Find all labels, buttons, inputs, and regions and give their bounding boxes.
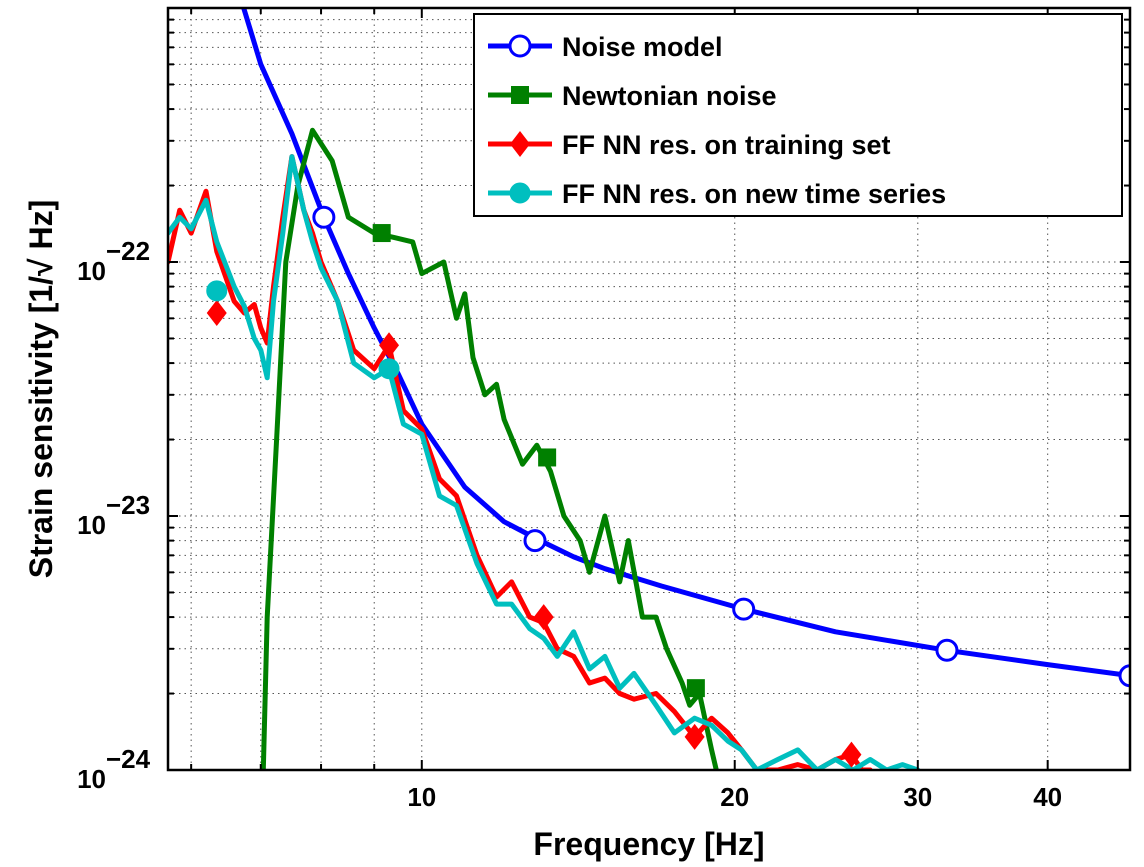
- legend-label: Noise model: [562, 32, 723, 62]
- data-point: [732, 597, 756, 621]
- data-point: [372, 224, 391, 243]
- legend-label: FF NN res. on training set: [562, 130, 891, 160]
- data-point: [206, 299, 227, 326]
- legend-label: FF NN res. on new time series: [562, 179, 946, 209]
- y-tick-label: 10: [77, 510, 106, 540]
- data-point: [841, 741, 862, 768]
- y-axis-label: Strain sensitivity [1/√ Hz]: [23, 200, 59, 579]
- legend-label: Newtonian noise: [562, 81, 777, 111]
- x-tick-label: 30: [903, 782, 932, 812]
- x-tick-label: 40: [1033, 782, 1062, 812]
- data-point: [684, 723, 705, 750]
- series-line: [168, 154, 921, 770]
- marker-layer: [206, 205, 1130, 768]
- x-tick-label: 10: [407, 782, 436, 812]
- y-tick-label-exponent: −23: [106, 490, 150, 520]
- data-point: [378, 358, 400, 380]
- x-axis-label: Frequency [Hz]: [533, 826, 764, 862]
- series-line: [260, 127, 719, 770]
- data-point: [206, 280, 228, 302]
- data-point: [1118, 664, 1130, 688]
- y-tick-label: 10: [77, 764, 106, 794]
- y-tick-label: 10: [77, 256, 106, 286]
- data-point: [686, 679, 705, 698]
- ticks: [168, 7, 1130, 771]
- legend: Noise model Newtonian noise FF NN res. on …: [473, 13, 1123, 217]
- y-tick-label-exponent: −22: [106, 236, 150, 266]
- legend-marker: [511, 86, 529, 104]
- data-point: [312, 205, 336, 229]
- plot-frame: [166, 6, 1132, 772]
- data-point: [523, 529, 547, 553]
- data-point: [935, 638, 959, 662]
- legend-marker: [510, 131, 530, 157]
- legend-marker: [508, 34, 532, 58]
- series-layer: [168, 8, 1130, 770]
- data-point: [533, 604, 554, 631]
- y-tick-label-exponent: −24: [106, 744, 151, 774]
- x-tick-label: 20: [720, 782, 749, 812]
- data-point: [538, 448, 557, 467]
- legend-marker: [509, 182, 531, 204]
- data-point: [379, 332, 400, 359]
- legend-box: [473, 13, 1123, 217]
